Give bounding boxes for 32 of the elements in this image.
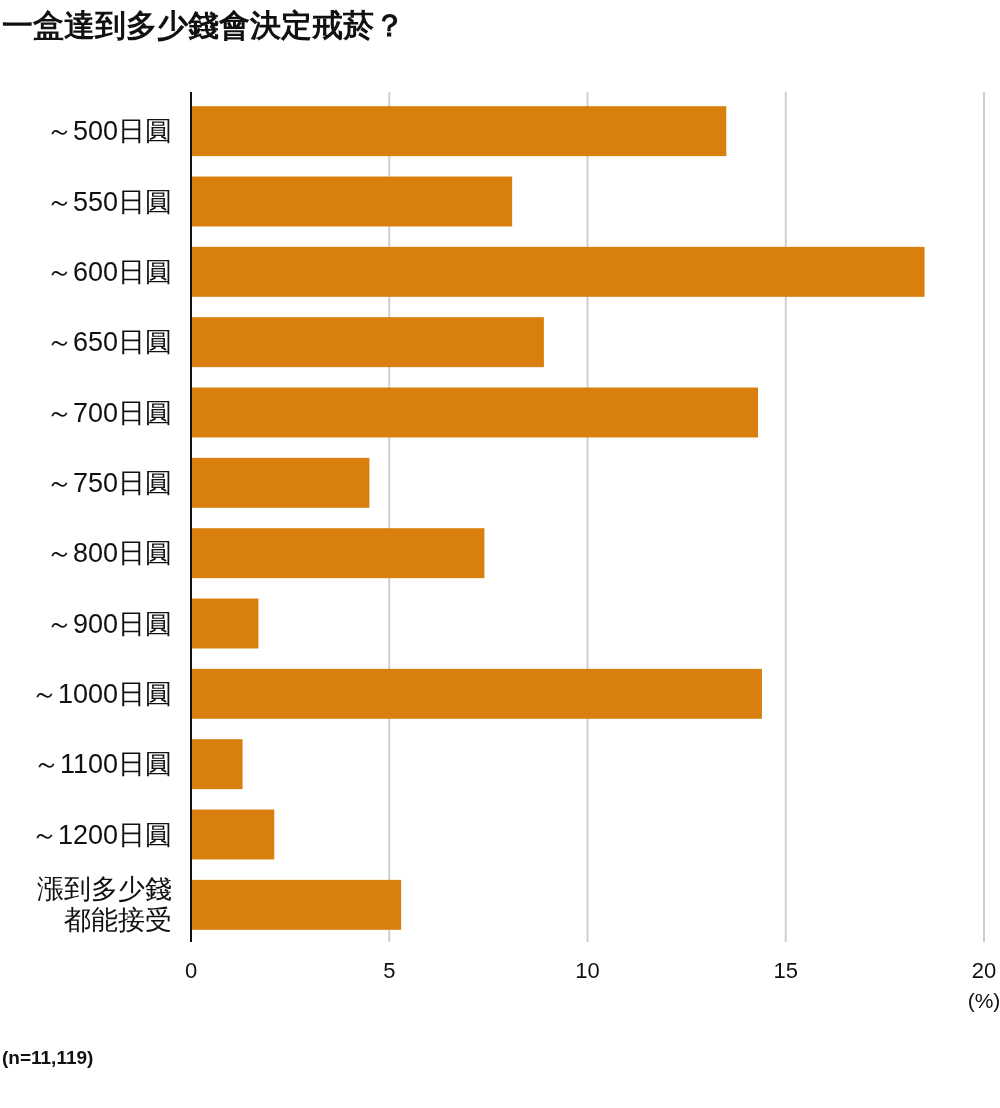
y-tick-label: ～800日圓 [45,538,172,569]
y-tick-label: ～500日圓 [45,116,172,147]
text: (n=11,119) [2,1047,94,1068]
bar [191,317,544,368]
y-tick-label: ～700日圓 [45,397,172,428]
y-tick-label: ～1100日圓 [32,749,172,780]
x-axis-title: (%) [967,989,1000,1012]
bar [191,106,727,157]
bar [191,246,925,297]
x-tick-label: 0 [184,958,198,983]
y-tick-label: ～650日圓 [45,327,172,358]
bar [191,176,513,227]
bar [191,809,275,860]
bar [191,668,762,719]
y-tick-label: ～1000日圓 [30,678,172,709]
bar [191,739,243,790]
bar [191,387,758,438]
y-tick-label: ～750日圓 [45,467,172,498]
y-tick-label: ～1200日圓 [30,819,172,850]
bar [191,879,402,930]
x-tick-label: 10 [575,958,600,983]
x-tick-label: 5 [383,958,396,983]
x-tick-label: 15 [773,958,798,983]
x-tick-label: 20 [971,958,997,983]
bar [191,528,485,579]
y-tick-label: ～550日圓 [45,186,172,217]
y-tick-label: ～600日圓 [45,256,172,287]
chart-title: 一盒達到多少錢會決定戒菸？ [2,8,405,43]
y-tick-label: 漲到多少錢都能接受 [37,874,172,936]
bar [191,598,259,649]
y-tick-label: ～900日圓 [45,608,172,639]
bar [191,457,370,508]
